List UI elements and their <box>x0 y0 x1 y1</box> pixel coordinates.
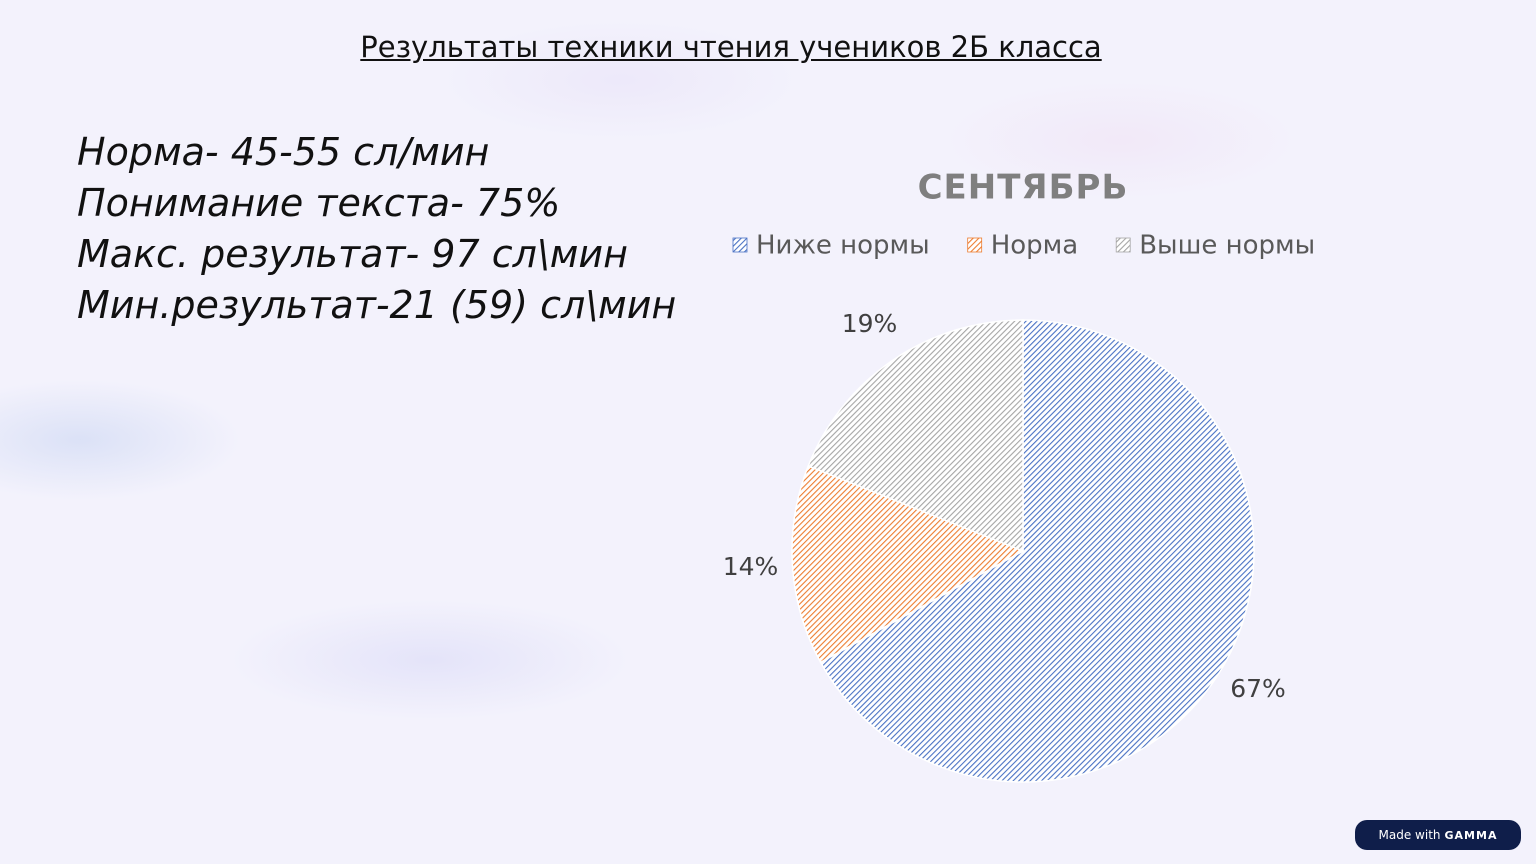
notes: Норма- 45-55 сл/мин Понимание текста- 75… <box>77 127 676 331</box>
slide-title: Результаты техники чтения учеников 2Б кл… <box>360 30 1102 64</box>
chart-title: СЕНТЯБРЬ <box>918 168 1129 208</box>
legend-swatch <box>732 237 748 253</box>
data-label: 67% <box>1230 674 1286 703</box>
pie-slice <box>791 464 1025 664</box>
pie-slice <box>819 319 1255 783</box>
legend-label: Ниже нормы <box>756 231 930 261</box>
note: Норма- 45-55 сл/мин <box>77 130 490 174</box>
legend-label: Выше нормы <box>1139 231 1315 261</box>
legend-swatch <box>1115 237 1131 253</box>
data-label: 19% <box>842 309 898 338</box>
note: Понимание текста- 75% <box>77 181 561 225</box>
badge-prefix: Made with <box>1378 828 1441 842</box>
legend-label: Норма <box>991 231 1079 261</box>
note: Макс. результат- 97 сл\мин <box>77 232 628 276</box>
data-label: 14% <box>723 552 779 581</box>
legend-swatch <box>967 237 983 253</box>
badge[interactable]: Made with GAMMA <box>1355 820 1521 850</box>
badge-brand: GAMMA <box>1444 828 1498 842</box>
note: Мин.результат-21 (59) сл\мин <box>77 283 677 327</box>
pie-slice <box>807 319 1024 553</box>
